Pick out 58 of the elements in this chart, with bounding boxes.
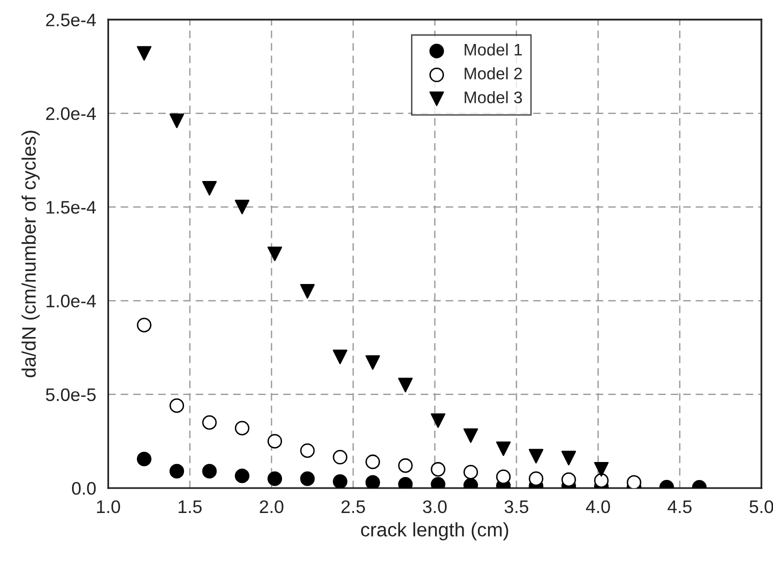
y-tick-label: 5.0e-5 bbox=[46, 388, 96, 402]
point bbox=[430, 413, 446, 428]
x-tick-label: 2.0 bbox=[260, 500, 284, 514]
x-tick-label: 4.0 bbox=[586, 500, 610, 514]
y-tick-label: 1.5e-4 bbox=[46, 201, 96, 214]
point bbox=[300, 443, 315, 458]
x-tick-label: 4.5 bbox=[668, 500, 692, 514]
x-tick-label: 2.5 bbox=[342, 500, 365, 514]
point bbox=[300, 284, 315, 299]
x-tick-label: 1.5 bbox=[178, 500, 202, 514]
point bbox=[170, 114, 184, 128]
point bbox=[170, 464, 184, 478]
point bbox=[234, 468, 250, 484]
point bbox=[234, 420, 250, 436]
point bbox=[136, 318, 152, 332]
point bbox=[332, 450, 348, 464]
point bbox=[528, 471, 544, 486]
point bbox=[268, 471, 282, 486]
point bbox=[268, 246, 282, 262]
y-tick-label: 2.5e-4 bbox=[46, 14, 96, 26]
x-tick-label: 1.0 bbox=[97, 500, 120, 514]
point bbox=[528, 448, 544, 464]
x-tick-label: 5.0 bbox=[750, 500, 773, 514]
legend-label: Model 1 bbox=[464, 43, 522, 56]
point bbox=[202, 180, 217, 196]
point bbox=[496, 441, 511, 456]
point bbox=[365, 475, 380, 488]
point bbox=[496, 470, 511, 484]
point bbox=[136, 46, 152, 61]
point bbox=[268, 434, 282, 449]
y-axis-title: da/dN (cm/number of cycles) bbox=[22, 130, 40, 378]
point bbox=[300, 471, 315, 486]
point bbox=[561, 472, 576, 487]
y-tick-label: 1.0e-4 bbox=[46, 294, 96, 308]
x-axis-title: crack length (cm) bbox=[361, 522, 508, 540]
point bbox=[136, 452, 152, 466]
point bbox=[202, 415, 217, 430]
point bbox=[202, 464, 217, 478]
legend-label: Model 3 bbox=[464, 91, 522, 104]
y-tick-label: 0.0 bbox=[72, 482, 96, 495]
point bbox=[398, 458, 413, 473]
point bbox=[398, 378, 413, 392]
point bbox=[463, 428, 478, 443]
point bbox=[561, 450, 576, 466]
point bbox=[365, 454, 380, 470]
y-tick-label: 2.0e-4 bbox=[46, 107, 96, 120]
point bbox=[594, 473, 609, 488]
x-tick-label: 3.0 bbox=[422, 500, 447, 514]
point bbox=[332, 474, 348, 488]
point bbox=[365, 355, 380, 370]
legend-label: Model 2 bbox=[464, 67, 522, 80]
point bbox=[626, 475, 642, 488]
point bbox=[234, 200, 250, 214]
point bbox=[332, 350, 348, 364]
point bbox=[594, 462, 609, 477]
point bbox=[430, 462, 446, 477]
x-tick-label: 3.5 bbox=[504, 500, 528, 514]
point bbox=[170, 398, 184, 413]
